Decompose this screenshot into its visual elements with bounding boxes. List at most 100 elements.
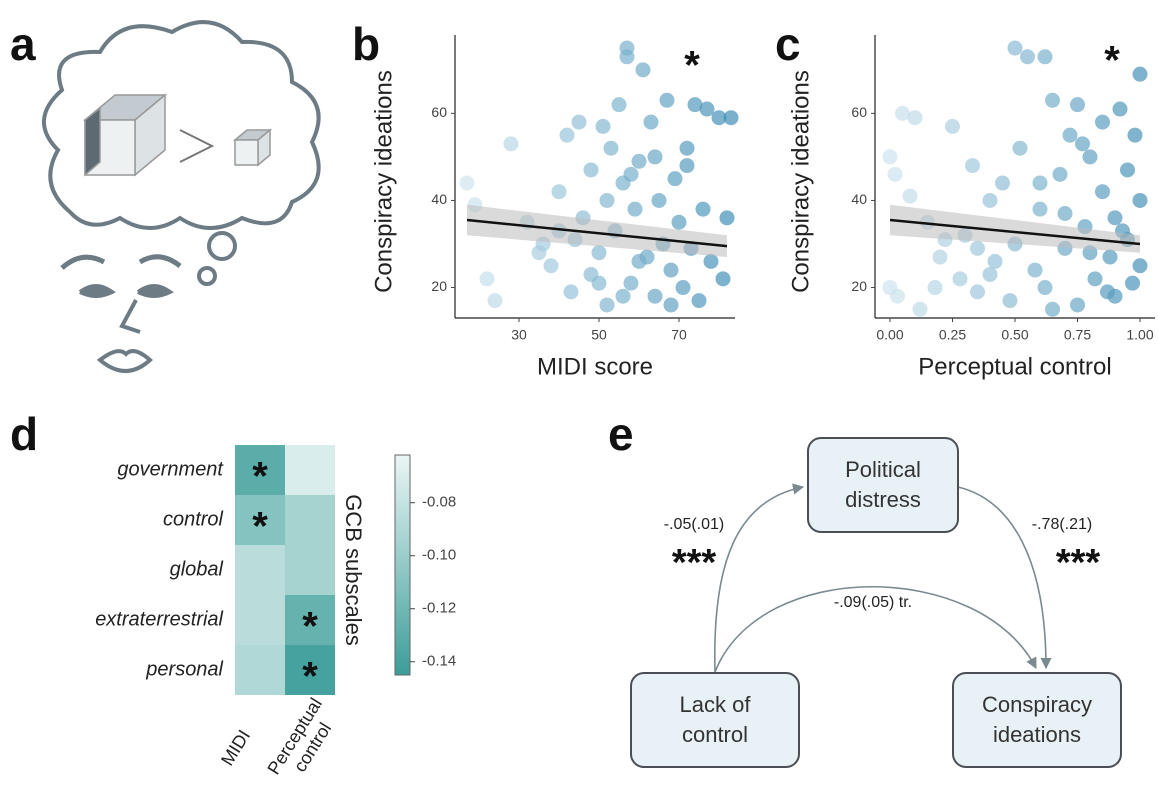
point [703, 253, 719, 269]
x-axis-title: Perceptual control [918, 353, 1111, 380]
point [591, 275, 607, 291]
diagram-node: Conspiracy ideations [952, 672, 1122, 768]
edge-sig: *** [672, 542, 717, 584]
point [945, 118, 960, 134]
colorbar [394, 454, 411, 676]
point [1062, 127, 1078, 143]
point [679, 158, 695, 174]
point [627, 201, 643, 217]
point [551, 184, 567, 200]
point [503, 136, 519, 152]
point [1132, 66, 1148, 82]
point [1012, 140, 1028, 156]
point [912, 301, 928, 317]
panel-label: c [775, 18, 801, 70]
edge-coef: -.09(.05) tr. [834, 594, 912, 611]
point [623, 275, 639, 291]
edge-coef: -.05(.01) [664, 516, 724, 533]
point [643, 114, 659, 130]
point [1052, 166, 1068, 182]
point [611, 97, 627, 113]
point [970, 284, 985, 300]
panel-label: d [10, 408, 38, 460]
panel-label: e [608, 408, 634, 460]
point [699, 101, 715, 117]
colorbar-tick-label: -0.10 [422, 547, 456, 564]
point [982, 192, 998, 208]
point [965, 158, 980, 174]
point [995, 175, 1010, 191]
point [1070, 297, 1085, 313]
x-tick-label: 0.00 [876, 327, 903, 343]
point [635, 62, 651, 78]
diagram-node: Lack of control [630, 672, 800, 768]
row-label: global [170, 558, 224, 580]
point [559, 127, 575, 143]
x-tick-label: 1.00 [1126, 327, 1153, 343]
point [1020, 49, 1035, 65]
confidence-band [467, 204, 727, 258]
point [902, 188, 918, 204]
x-tick-label: 50 [591, 327, 607, 343]
point [1127, 127, 1143, 143]
x-tick-label: 30 [511, 327, 527, 343]
point [1057, 206, 1073, 222]
point [631, 253, 647, 269]
row-label: extraterrestrial [95, 608, 223, 630]
heat-cell [285, 445, 335, 495]
point [591, 245, 607, 261]
point [1132, 258, 1148, 274]
heat-cell [235, 595, 285, 645]
point [1082, 149, 1098, 165]
point [970, 240, 985, 256]
point [1070, 97, 1085, 113]
point [1037, 280, 1053, 296]
point [603, 140, 619, 156]
point [563, 284, 579, 300]
x-tick-label: 0.25 [939, 327, 966, 343]
x-axis-title: MIDI score [537, 353, 653, 380]
colorbar-title: GCB subscales [341, 494, 366, 646]
point [675, 280, 691, 296]
point [663, 297, 679, 313]
point [1045, 92, 1060, 108]
thought-illustration [41, 20, 321, 373]
y-axis-title: Conspiracy ideations [787, 70, 814, 293]
point [599, 192, 615, 208]
colorbar-tick-label: -0.14 [422, 653, 456, 670]
point [927, 280, 943, 296]
colorbar-tick-label: -0.12 [422, 600, 456, 617]
y-tick-label: 60 [851, 104, 867, 120]
heat-cell [235, 545, 285, 595]
point [1095, 184, 1110, 200]
point [1075, 136, 1090, 152]
point [723, 110, 739, 126]
y-axis-title: Conspiracy ideations [370, 70, 397, 293]
point [695, 201, 711, 217]
heat-cell [285, 495, 335, 545]
row-label: personal [145, 658, 223, 680]
point [671, 214, 687, 230]
point [663, 262, 679, 278]
point [1007, 40, 1023, 56]
point [531, 245, 547, 261]
point [615, 288, 631, 304]
row-label: government [117, 458, 224, 480]
point [932, 249, 948, 265]
fit-line [889, 218, 1141, 246]
edge-coef: -.78(.21) [1032, 516, 1092, 533]
cubes [82, 93, 273, 177]
panel-label: a [10, 18, 36, 70]
point [1027, 262, 1043, 278]
point [647, 288, 663, 304]
diagram-edges [713, 483, 1052, 673]
y-tick-label: 40 [851, 191, 867, 207]
point [595, 118, 611, 134]
edge-sig: *** [1056, 542, 1101, 584]
point [1102, 249, 1118, 265]
significance-star: * [252, 455, 268, 499]
point [599, 297, 615, 313]
point [1100, 284, 1115, 300]
heat-cell [235, 495, 285, 545]
